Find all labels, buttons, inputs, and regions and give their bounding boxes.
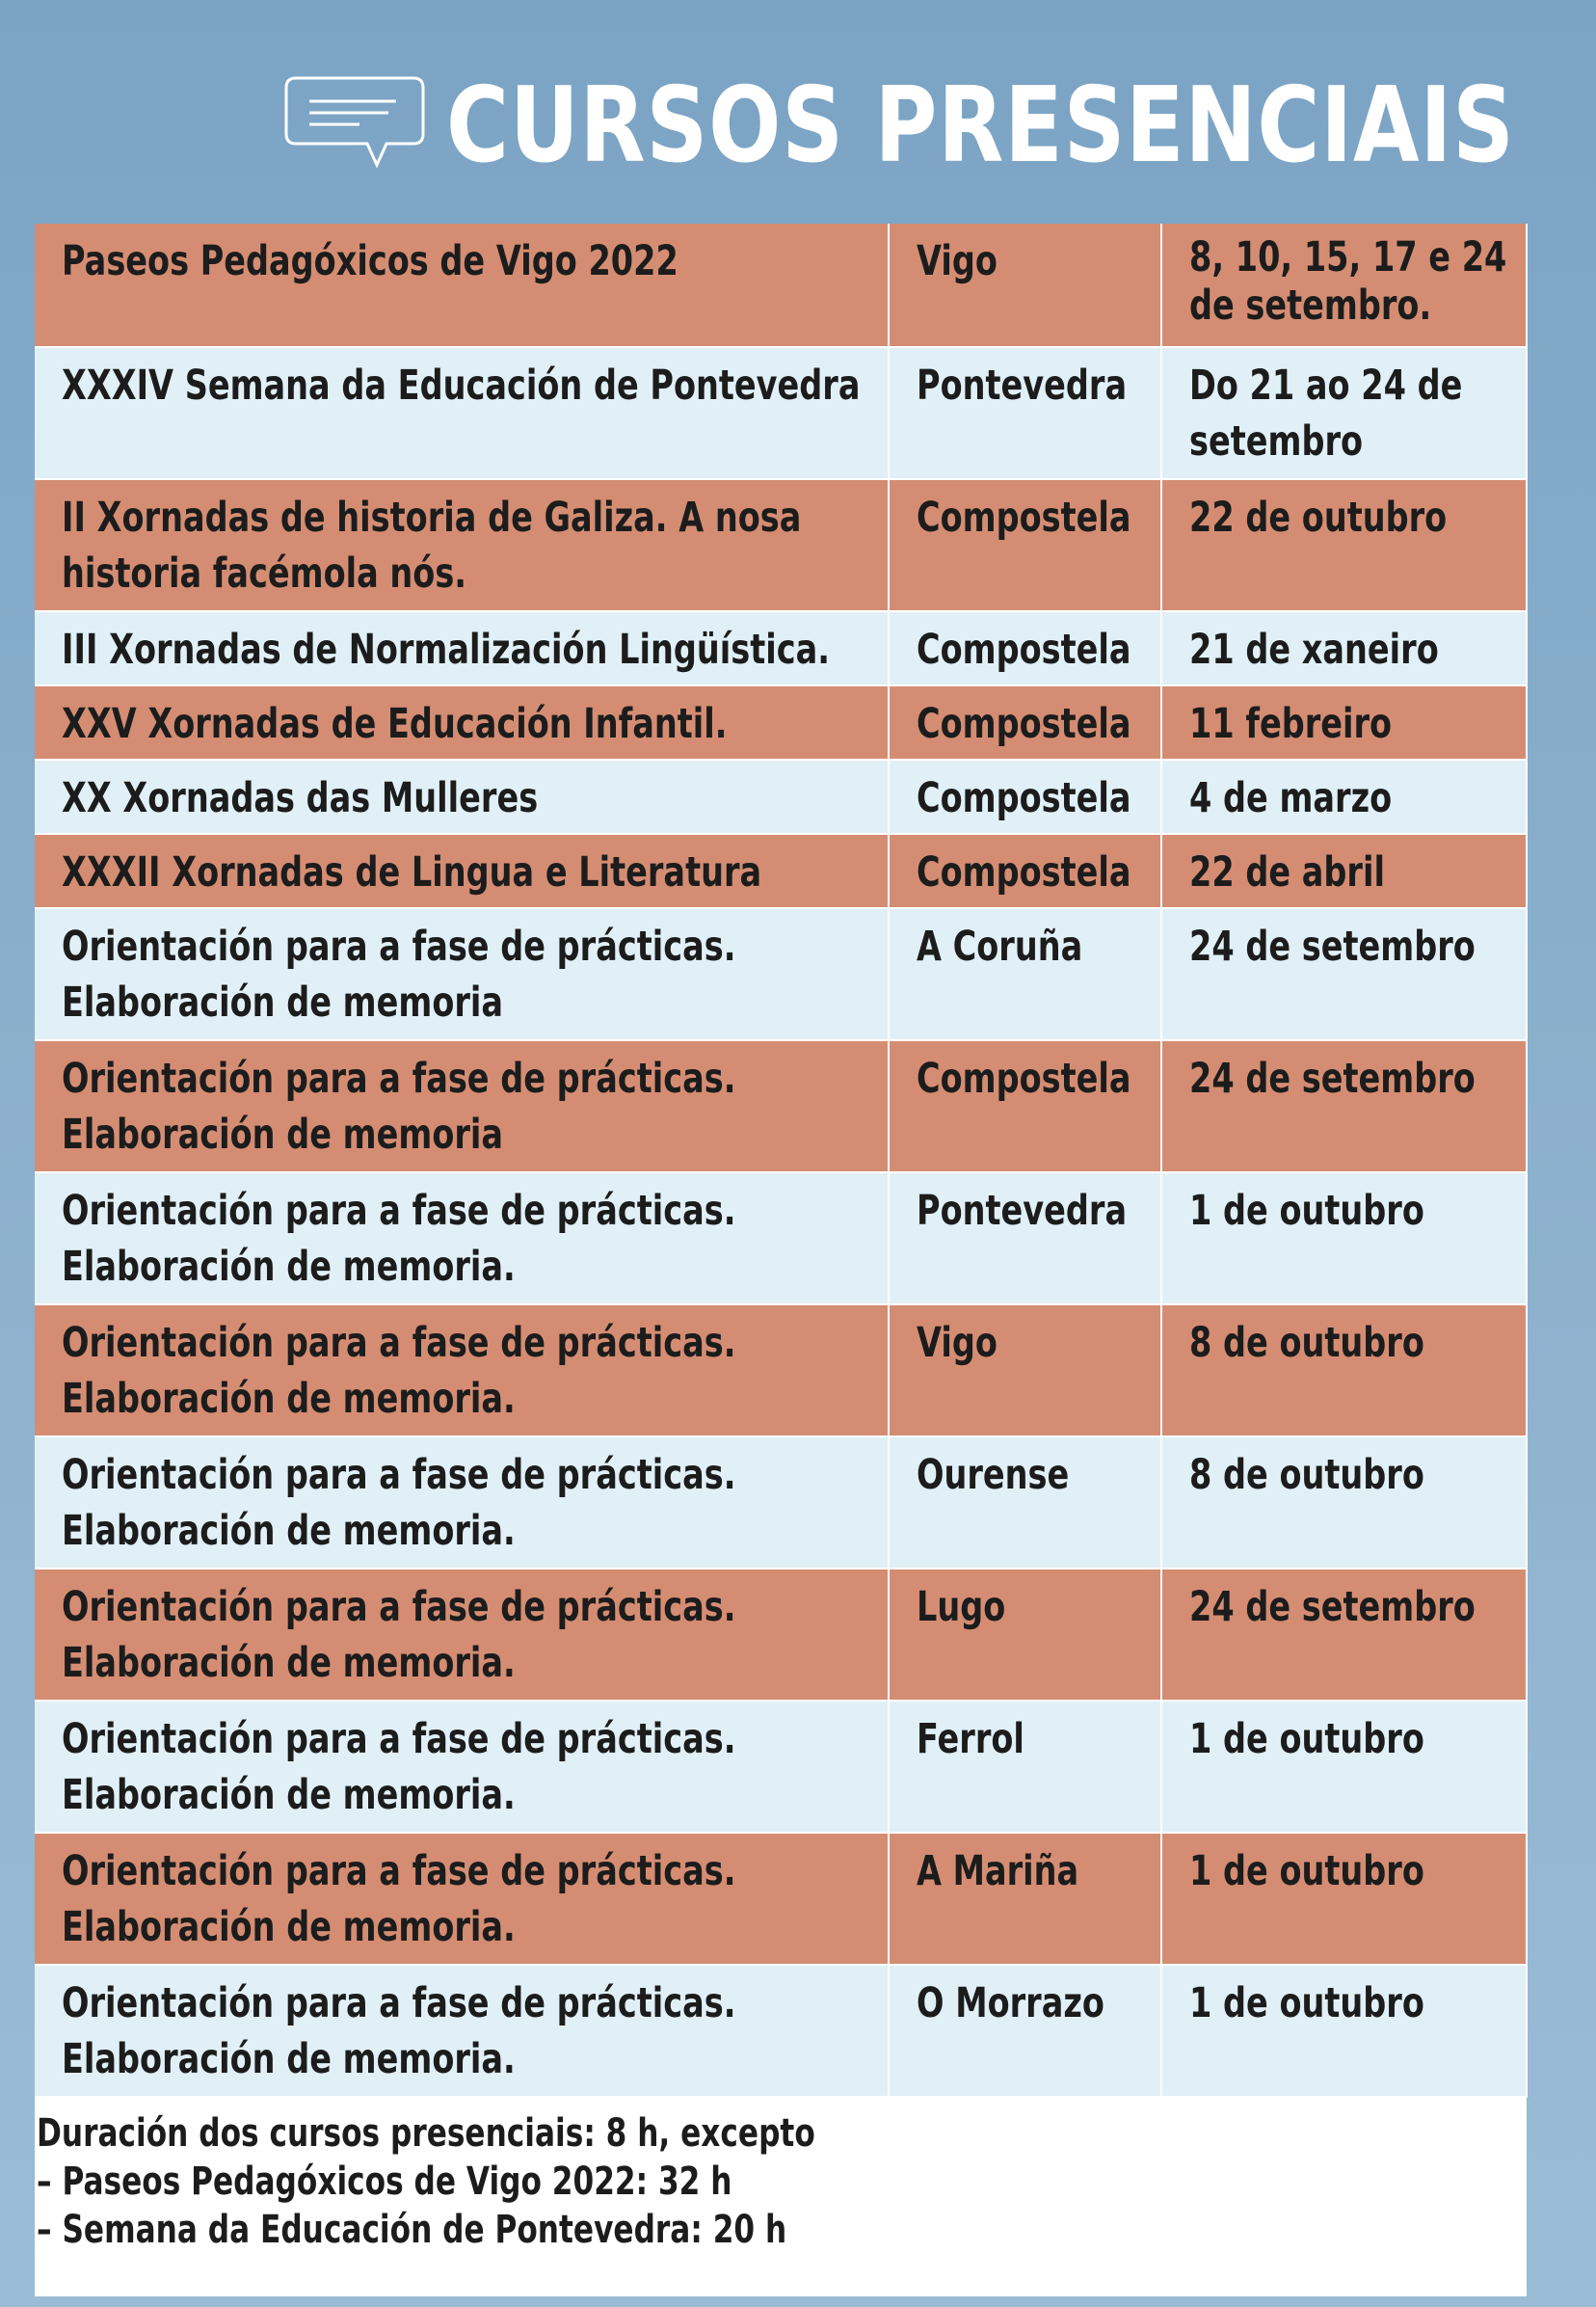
table-row: XX Xornadas das Mulleres Compostela 4 de… (35, 760, 1528, 835)
course-name: Orientación para a fase de prácticas. El… (35, 908, 890, 1041)
course-place: Vigo (889, 1304, 1162, 1437)
course-date: 24 de setembro (1161, 1569, 1528, 1702)
course-date: 22 de abril (1161, 834, 1528, 909)
course-date: 11 febreiro (1161, 685, 1528, 761)
table-row: II Xornadas de historia de Galiza. A nos… (35, 479, 1528, 612)
course-place: Compostela (889, 685, 1162, 761)
table-row: Orientación para a fase de prácticas. El… (35, 908, 1528, 1041)
table-row: Orientación para a fase de prácticas. El… (35, 1701, 1528, 1834)
table-row: XXV Xornadas de Educación Infantil. Comp… (35, 685, 1528, 761)
course-name: Orientación para a fase de prácticas. El… (35, 1833, 890, 1966)
course-date: Do 21 ao 24 de setembro (1161, 347, 1528, 480)
course-date: 1 de outubro (1161, 1965, 1528, 2098)
course-place: A Coruña (889, 908, 1162, 1041)
course-place: Compostela (889, 479, 1162, 612)
course-place: Vigo (889, 224, 1162, 348)
course-date: 21 de xaneiro (1161, 611, 1528, 686)
course-name: Orientación para a fase de prácticas. El… (35, 1569, 890, 1702)
table-row: III Xornadas de Normalización Lingüístic… (35, 611, 1528, 686)
course-place: Lugo (889, 1569, 1162, 1702)
page-title: CURSOS PRESENCIAIS (446, 65, 1515, 186)
course-place: Compostela (889, 834, 1162, 909)
duration-note-line: – Semana da Educación de Pontevedra: 20 … (37, 2208, 787, 2252)
duration-note: Duración dos cursos presenciais: 8 h, ex… (37, 2109, 1482, 2254)
header: CURSOS PRESENCIAIS (0, 58, 1596, 193)
course-place: Pontevedra (889, 1172, 1162, 1305)
table-row: Orientación para a fase de prácticas. El… (35, 1833, 1528, 1966)
table-row: Orientación para a fase de prácticas. El… (35, 1040, 1528, 1173)
course-place: Compostela (889, 760, 1162, 835)
table-row: XXXIV Semana da Educación de Pontevedra … (35, 347, 1528, 480)
course-place: Pontevedra (889, 347, 1162, 480)
course-date: 8, 10, 15, 17 e 24 de setembro. (1161, 224, 1528, 348)
course-name: Orientación para a fase de prácticas. El… (35, 1172, 890, 1305)
course-name: XXXII Xornadas de Lingua e Literatura (35, 834, 890, 909)
table-row: Orientación para a fase de prácticas. El… (35, 1304, 1528, 1437)
course-name: Orientación para a fase de prácticas. El… (35, 1040, 890, 1173)
course-name: Orientación para a fase de prácticas. El… (35, 1304, 890, 1437)
table-row: Orientación para a fase de prácticas. El… (35, 1965, 1528, 2098)
course-date: 1 de outubro (1161, 1701, 1528, 1834)
course-name: Orientación para a fase de prácticas. El… (35, 1701, 890, 1834)
course-name: Paseos Pedagóxicos de Vigo 2022 (35, 224, 890, 348)
course-date: 8 de outubro (1161, 1304, 1528, 1437)
course-place: Compostela (889, 1040, 1162, 1173)
table-row: Orientación para a fase de prácticas. El… (35, 1569, 1528, 1702)
table-row: Paseos Pedagóxicos de Vigo 2022 Vigo 8, … (35, 224, 1528, 348)
course-name: Orientación para a fase de prácticas. El… (35, 1965, 890, 2098)
course-date: 4 de marzo (1161, 760, 1528, 835)
course-place: Compostela (889, 611, 1162, 686)
duration-note-line: Duración dos cursos presenciais: 8 h, ex… (37, 2111, 815, 2156)
course-date: 1 de outubro (1161, 1172, 1528, 1305)
course-date: 24 de setembro (1161, 908, 1528, 1041)
duration-note-line: – Paseos Pedagóxicos de Vigo 2022: 32 h (37, 2159, 732, 2204)
course-name: XXV Xornadas de Educación Infantil. (35, 685, 890, 761)
course-name: III Xornadas de Normalización Lingüístic… (35, 611, 890, 686)
course-name: XX Xornadas das Mulleres (35, 760, 890, 835)
chat-bubble-icon (284, 76, 425, 169)
course-date: 24 de setembro (1161, 1040, 1528, 1173)
course-place: Ferrol (889, 1701, 1162, 1834)
course-date: 1 de outubro (1161, 1833, 1528, 1966)
course-date: 22 de outubro (1161, 479, 1528, 612)
course-name: Orientación para a fase de prácticas. El… (35, 1436, 890, 1569)
courses-table: Paseos Pedagóxicos de Vigo 2022 Vigo 8, … (35, 224, 1528, 2296)
course-place: A Mariña (889, 1833, 1162, 1966)
course-name: II Xornadas de historia de Galiza. A nos… (35, 479, 890, 612)
table-row: XXXII Xornadas de Lingua e Literatura Co… (35, 834, 1528, 909)
course-name: XXXIV Semana da Educación de Pontevedra (35, 347, 890, 480)
course-place: O Morrazo (889, 1965, 1162, 2098)
course-date: 8 de outubro (1161, 1436, 1528, 1569)
table-row: Orientación para a fase de prácticas. El… (35, 1172, 1528, 1305)
table-row: Orientación para a fase de prácticas. El… (35, 1436, 1528, 1569)
course-place: Ourense (889, 1436, 1162, 1569)
